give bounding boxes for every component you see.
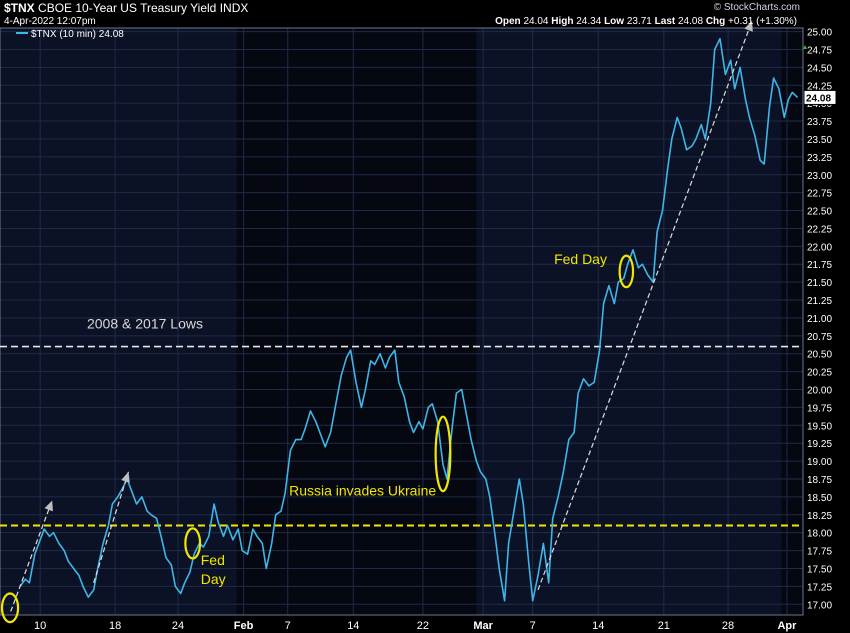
x-tick-label: 14: [592, 620, 604, 632]
fed-day-label-mar: Fed Day: [554, 251, 607, 267]
series: [19, 37, 799, 602]
trend-line-1: [10, 500, 53, 612]
y-tick-label: 24.25: [807, 81, 832, 92]
y-tick-label: 19.25: [807, 439, 832, 450]
annotations: 2008 & 2017 Lows Fed Day Russia invades Ukr…: [87, 251, 607, 587]
last-value-box: [803, 89, 837, 105]
x-tick-label: Mar: [473, 620, 493, 632]
annotation-ellipses: [0, 254, 635, 624]
exchange: INDX: [219, 1, 249, 15]
chg-value: +0.31: [728, 16, 754, 27]
last-label: Last: [654, 16, 676, 27]
y-tick-label: 20.75: [807, 332, 832, 343]
y-tick-label: 18.75: [807, 475, 832, 486]
y-tick-label: 22.50: [807, 207, 832, 218]
y-tick-label: 18.50: [807, 493, 832, 504]
high-value: 24.34: [576, 16, 602, 27]
month-band-jan: [0, 28, 237, 615]
lows-label: 2008 & 2017 Lows: [87, 316, 203, 332]
trend-line-2: [93, 471, 130, 583]
fed-day-label-jan-2: Day: [201, 571, 226, 587]
chg-percent: (+1.30%): [756, 16, 797, 27]
legend: $TNX (10 min) 24.08: [16, 29, 124, 40]
y-axis-ticks: 17.00 17.25 17.50 17.75 18.00 18.25 18.50 18.75…: [807, 28, 832, 612]
month-band-mar: [476, 28, 782, 615]
x-tick-label: 14: [347, 620, 359, 632]
fed-day-ellipse-jan: [184, 527, 202, 560]
plot-frame: [0, 27, 804, 616]
y-tick-label: 17.00: [807, 600, 832, 611]
trend-arrow-head-1: [44, 500, 53, 512]
chart-title: $TNX CBOE 10-Year US Treasury Yield INDX: [4, 1, 248, 15]
up-tick-icon: [803, 45, 807, 49]
y-tick-label: 22.25: [807, 224, 832, 235]
trend-arrow-head-3: [744, 20, 753, 32]
x-tick-label: 18: [109, 620, 121, 632]
trend-line-3: [537, 20, 753, 591]
x-tick-label: Apr: [777, 620, 797, 632]
y-tick-label: 19.00: [807, 457, 832, 468]
open-value: 24.04: [523, 16, 549, 27]
y-tick-label: 24.75: [807, 45, 832, 56]
y-tick-label: 21.75: [807, 260, 832, 271]
y-tick-label: 23.00: [807, 171, 832, 182]
y-tick-label: 25.00: [807, 28, 832, 39]
last-value-marker: 24.08: [803, 45, 837, 105]
y-tick-label: 17.75: [807, 547, 832, 558]
y-tick-label: 19.75: [807, 403, 832, 414]
chg-label: Chg: [705, 16, 726, 27]
x-tick-label: 28: [722, 620, 734, 632]
russia-label: Russia invades Ukraine: [289, 482, 436, 498]
y-tick-label: 19.50: [807, 421, 832, 432]
x-tick-label: 22: [417, 620, 429, 632]
y-tick-label: 18.00: [807, 529, 832, 540]
symbol: $TNX: [4, 1, 35, 15]
ohlc-readout: Open 24.04 High 24.34 Low 23.71 Last 24.…: [495, 16, 797, 27]
trend-arrow-head-2: [121, 471, 130, 483]
y-tick-label: 17.25: [807, 582, 832, 593]
y-tick-label: 23.50: [807, 135, 832, 146]
low-label: Low: [604, 16, 625, 27]
start-ellipse: [0, 592, 20, 624]
last-value-label: 24.08: [806, 93, 831, 104]
y-tick-label: 23.25: [807, 153, 832, 164]
brand-watermark: © StockCharts.com: [713, 2, 800, 13]
fed-day-ellipse-mar: [618, 254, 635, 289]
fed-day-label-jan: Fed: [201, 552, 225, 568]
y-tick-label: 20.00: [807, 386, 832, 397]
y-tick-label: 22.75: [807, 189, 832, 200]
y-tick-label: 21.25: [807, 296, 832, 307]
x-tick-label: Feb: [234, 620, 254, 632]
y-tick-label: 21.50: [807, 278, 832, 289]
y-tick-label: 20.25: [807, 368, 832, 379]
y-tick-label: 20.50: [807, 350, 832, 361]
y-tick-label: 24.50: [807, 63, 832, 74]
month-band-feb: [236, 28, 477, 615]
x-tick-label: 21: [658, 620, 670, 632]
y-tick-label: 18.25: [807, 511, 832, 522]
instrument-name: CBOE 10-Year US Treasury Yield: [38, 1, 217, 15]
x-axis-ticks: 10 18 24 Feb 7 14 22 Mar 7 14 21 28 Apr: [34, 620, 797, 632]
datetime: 4-Apr-2022 12:07pm: [4, 16, 96, 27]
open-label: Open: [495, 16, 521, 27]
x-tick-label: 7: [530, 620, 536, 632]
reference-lines: [0, 345, 803, 527]
high-label: High: [551, 16, 574, 27]
grid: [0, 27, 804, 616]
y-tick-label: 22.00: [807, 242, 832, 253]
last-value: 24.08: [678, 16, 704, 27]
series-line: [19, 37, 799, 602]
x-tick-label: 7: [285, 620, 291, 632]
russia-ellipse: [434, 415, 452, 493]
y-tick-label: 21.00: [807, 314, 832, 325]
y-tick-label: 17.50: [807, 564, 832, 575]
low-value: 23.71: [626, 16, 652, 27]
x-tick-label: 10: [34, 620, 46, 632]
trend-lines: [10, 20, 753, 612]
x-tick-label: 24: [172, 620, 184, 632]
legend-label: $TNX (10 min) 24.08: [31, 29, 124, 40]
y-tick-label: 23.75: [807, 117, 832, 128]
